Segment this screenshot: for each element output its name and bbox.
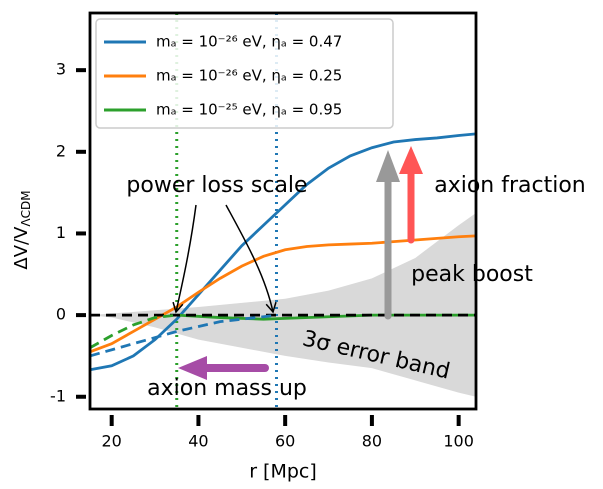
pointer bbox=[225, 204, 277, 314]
annotation: power loss scale bbox=[126, 173, 307, 198]
pointer bbox=[172, 204, 197, 314]
y-tick-label: 2 bbox=[56, 141, 66, 160]
legend-label: mₐ = 10⁻²⁶ eV, ηₐ = 0.25 bbox=[156, 67, 342, 85]
x-tick-label: 40 bbox=[188, 432, 208, 451]
dashed-line bbox=[89, 313, 177, 349]
legend-label: mₐ = 10⁻²⁵ eV, ηₐ = 0.95 bbox=[156, 101, 342, 119]
y-axis-label: ΔV/VΛCDM bbox=[11, 190, 33, 269]
boost-arrow-head bbox=[376, 150, 400, 182]
y-tick-label: -1 bbox=[50, 386, 66, 405]
x-axis-label: r [Mpc] bbox=[249, 461, 317, 483]
line bbox=[176, 313, 476, 321]
x-tick-label: 100 bbox=[443, 432, 474, 451]
x-tick-label: 80 bbox=[362, 432, 382, 451]
y-axis-label-main: ΔV/V bbox=[11, 226, 32, 270]
y-tick-label: 3 bbox=[56, 60, 66, 79]
x-tick-label: 60 bbox=[275, 432, 295, 451]
legend-box bbox=[95, 18, 394, 129]
legend-label: mₐ = 10⁻²⁶ eV, ηₐ = 0.47 bbox=[156, 33, 342, 51]
line bbox=[89, 132, 477, 372]
annotation: axion mass up bbox=[147, 376, 307, 401]
error-band bbox=[90, 213, 476, 397]
fraction-arrow-head bbox=[399, 146, 423, 174]
dashed-line bbox=[89, 313, 277, 358]
y-axis-label-sub: ΛCDM bbox=[19, 190, 33, 226]
annotation: peak boost bbox=[411, 262, 533, 287]
plot-frame bbox=[88, 11, 478, 411]
annotation: axion fraction bbox=[434, 173, 586, 198]
y-tick-label: 1 bbox=[56, 223, 66, 242]
line bbox=[89, 234, 477, 354]
x-tick-label: 20 bbox=[102, 432, 122, 451]
mass-arrow-head bbox=[178, 356, 207, 380]
y-tick-label: 0 bbox=[56, 305, 66, 324]
